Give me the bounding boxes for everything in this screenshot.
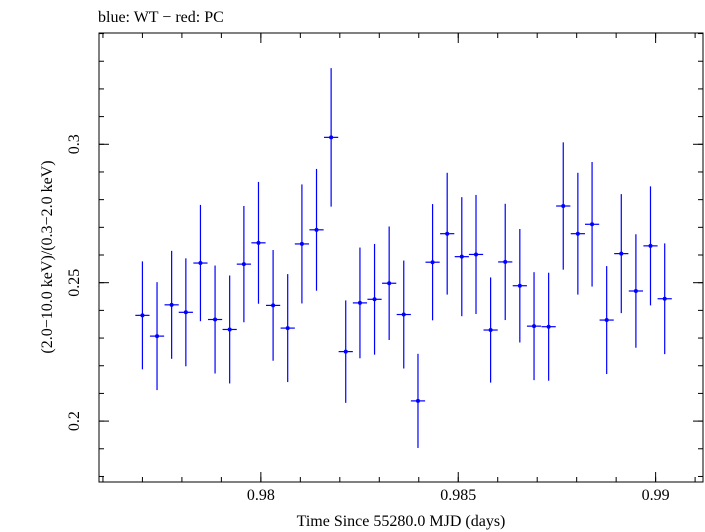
point-marker (401, 312, 406, 317)
data-point (498, 203, 513, 321)
data-point (207, 265, 223, 374)
point-marker (503, 259, 508, 264)
data-point (309, 168, 324, 291)
data-point (556, 142, 571, 270)
y-tick-label: 0.25 (66, 269, 83, 297)
point-marker (546, 324, 551, 329)
point-marker (459, 254, 464, 259)
data-point (541, 272, 556, 381)
data-point (657, 243, 672, 355)
point-marker (241, 262, 246, 267)
point-marker (662, 296, 667, 301)
data-point (570, 172, 585, 295)
point-marker (372, 297, 377, 302)
point-marker (198, 261, 203, 266)
data-point (324, 68, 339, 207)
point-marker (561, 204, 566, 209)
point-marker (387, 281, 392, 286)
x-tick-label: 0.98 (247, 487, 275, 504)
y-tick-label: 0.2 (66, 411, 83, 431)
data-point (149, 282, 165, 391)
point-marker (648, 243, 653, 248)
data-point (135, 261, 150, 370)
point-marker (314, 227, 319, 232)
point-marker (415, 398, 420, 403)
y-axis-label: (2.0−10.0 keV)/(0.3−2.0 keV) (39, 160, 56, 353)
data-point (584, 161, 600, 287)
data-point (193, 204, 208, 322)
data-point (526, 272, 542, 381)
data-point (643, 186, 658, 306)
point-marker (169, 302, 174, 307)
data-point (294, 184, 310, 304)
point-marker (604, 318, 609, 323)
point-marker (590, 222, 595, 227)
x-axis-ticks: 0.98 0.985 0.99 (102, 33, 696, 504)
point-marker (357, 300, 362, 305)
x-tick-label: 0.99 (642, 487, 670, 504)
point-marker (299, 241, 304, 246)
x-tick-label: 0.985 (440, 487, 476, 504)
data-point (222, 275, 237, 384)
data-point (352, 247, 368, 359)
point-marker (430, 260, 435, 265)
y-tick-label: 0.3 (66, 134, 83, 154)
point-marker (213, 317, 218, 322)
data-point (468, 194, 484, 314)
point-marker (445, 231, 450, 236)
data-point (483, 277, 498, 383)
point-marker (575, 231, 580, 236)
data-point (251, 181, 266, 304)
point-marker (619, 251, 624, 256)
point-marker (517, 283, 522, 288)
point-marker (183, 310, 188, 315)
point-marker (633, 288, 638, 293)
point-marker (155, 334, 160, 339)
data-point (367, 243, 382, 355)
data-point (164, 250, 179, 359)
data-points (135, 68, 672, 448)
point-marker (227, 327, 232, 332)
point-marker (488, 328, 493, 333)
point-marker (474, 252, 479, 257)
data-point (599, 266, 614, 375)
data-point (440, 172, 455, 295)
data-point (614, 194, 629, 314)
plot-frame (98, 32, 704, 483)
data-point (512, 228, 527, 343)
data-point (396, 260, 411, 369)
data-point (410, 353, 426, 448)
point-marker (256, 240, 261, 245)
x-axis-label: Time Since 55280.0 MJD (days) (297, 513, 506, 530)
data-point (178, 258, 193, 367)
point-marker (140, 313, 145, 318)
point-marker (532, 324, 537, 329)
point-marker (285, 326, 290, 331)
point-marker (343, 349, 348, 354)
data-point (338, 300, 353, 403)
data-point (236, 206, 251, 323)
data-point (628, 234, 643, 348)
chart-title: blue: WT − red: PC (98, 9, 224, 26)
data-point (280, 274, 295, 383)
data-point (382, 226, 397, 340)
point-marker (271, 303, 276, 308)
data-point (265, 250, 281, 361)
data-point (425, 204, 440, 321)
data-point (454, 197, 469, 317)
point-marker (329, 135, 334, 140)
y-axis-ticks: 0.2 0.25 0.3 (66, 33, 703, 477)
